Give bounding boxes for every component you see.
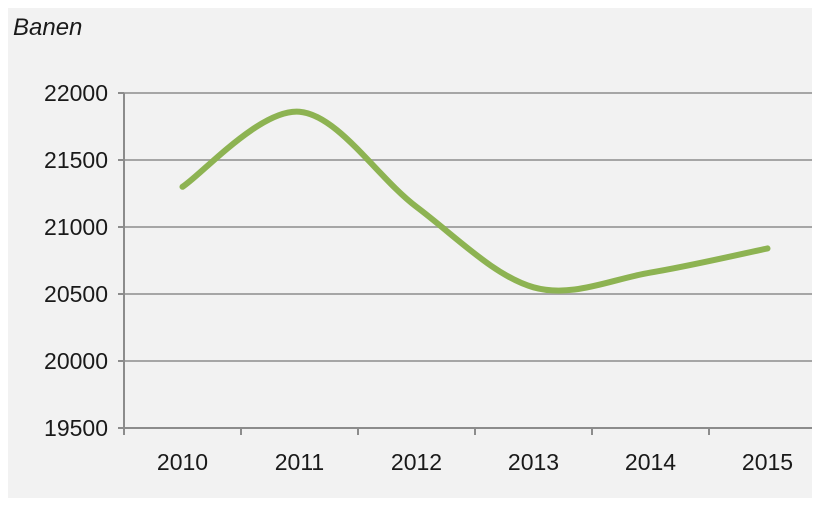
grid-lines: [124, 92, 812, 362]
y-tick-label-20000: 20000: [44, 348, 108, 374]
y-tick-label-20500: 20500: [44, 281, 108, 307]
x-tick-label-2015: 2015: [742, 449, 793, 475]
x-tick-label-2012: 2012: [391, 449, 442, 475]
axes: [118, 92, 812, 435]
y-tick-label-21500: 21500: [44, 147, 108, 173]
chart-panel: [8, 8, 812, 498]
y-axis-title: Banen: [13, 14, 83, 41]
x-tick-label-2010: 2010: [157, 449, 208, 475]
y-tick-label-21000: 21000: [44, 214, 108, 240]
y-tick-label-22000: 22000: [44, 80, 108, 106]
x-tick-labels: 2010 2011 2012 2013 2014 2015: [157, 449, 793, 475]
x-tick-label-2013: 2013: [508, 449, 559, 475]
x-tick-label-2011: 2011: [275, 449, 324, 475]
y-tick-label-19500: 19500: [44, 415, 108, 441]
x-tick-label-2014: 2014: [625, 449, 676, 475]
y-tick-labels: 22000 21500 21000 20500 20000 19500: [44, 80, 108, 441]
series-line-0: [179, 108, 771, 294]
series-layer: [179, 108, 771, 294]
